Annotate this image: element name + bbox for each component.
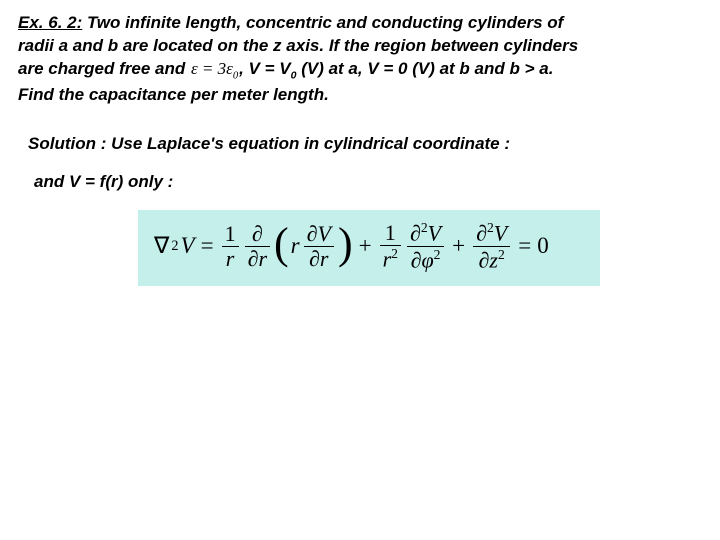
frac-1-over-r2: 1 r2 <box>380 221 401 271</box>
frac-d2V-dphi2: ∂2V ∂φ2 <box>407 220 444 272</box>
example-label: Ex. 6. 2: <box>18 13 82 32</box>
problem-statement: Ex. 6. 2: Two infinite length, concentri… <box>18 12 702 106</box>
problem-line1: Two infinite length, concentric and cond… <box>82 13 563 32</box>
frac-dV-dr: ∂V ∂r <box>304 222 334 271</box>
lparen-icon: ( <box>274 229 289 260</box>
laplace-equation-box: ∇2V = 1 r ∂ ∂r ( r ∂V ∂r ) + 1 <box>138 210 600 286</box>
epsilon-expression: ε = 3ε0 <box>190 58 239 84</box>
rparen-icon: ) <box>338 229 353 260</box>
problem-line4: Find the capacitance per meter length. <box>18 85 329 104</box>
frac-d-dr: ∂ ∂r <box>245 222 270 271</box>
nabla-symbol: ∇ <box>154 233 169 259</box>
problem-line3c: (V) at a, V = 0 (V) at b and b > a. <box>296 59 553 78</box>
frac-1-over-r: 1 r <box>222 222 239 271</box>
problem-line3b: , V = V <box>239 59 291 78</box>
solution-heading: Solution : Use Laplace's equation in cyl… <box>28 134 702 154</box>
frac-d2V-dz2: ∂2V ∂z2 <box>473 220 510 272</box>
laplace-equation: ∇2V = 1 r ∂ ∂r ( r ∂V ∂r ) + 1 <box>154 220 584 272</box>
problem-line2: radii a and b are located on the z axis.… <box>18 36 578 55</box>
condition-text: and V = f(r) only : <box>34 172 702 192</box>
problem-line3a: are charged free and <box>18 59 190 78</box>
